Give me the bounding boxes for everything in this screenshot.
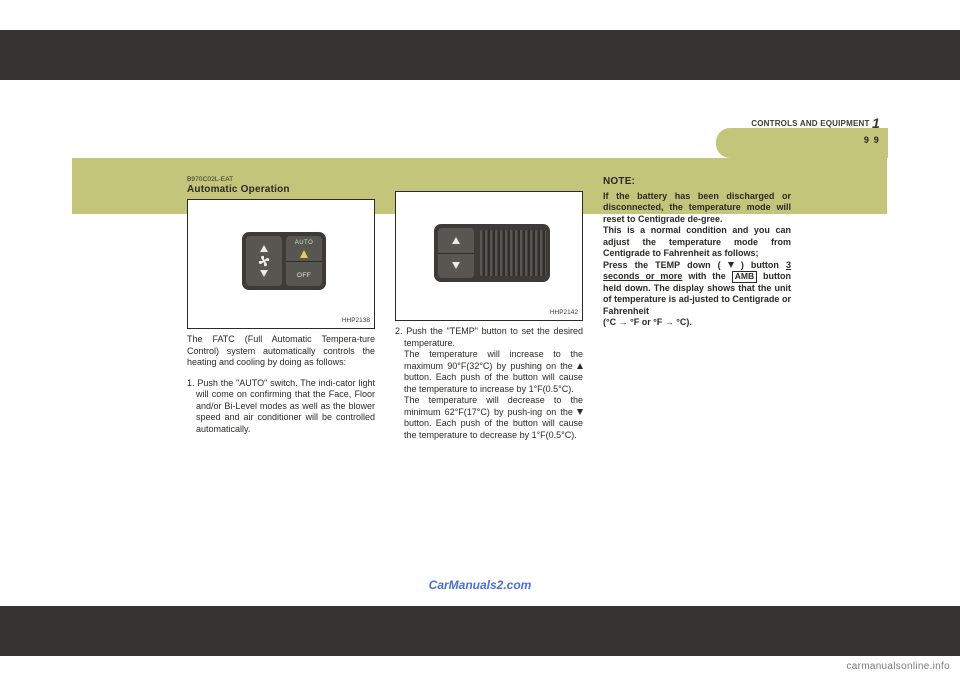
arrow-down-icon bbox=[577, 409, 583, 415]
spacer bbox=[395, 176, 583, 189]
figure-auto-panel: AUTO OFF HHP2138 bbox=[187, 199, 375, 329]
column-3: NOTE: If the battery has been discharged… bbox=[603, 176, 791, 596]
arrow-down-icon bbox=[452, 262, 460, 269]
vent-grille-icon bbox=[480, 230, 546, 276]
temp-rocker bbox=[438, 228, 474, 278]
top-dark-band bbox=[0, 30, 960, 80]
rocker-divider bbox=[438, 253, 474, 254]
note-p3: Press the TEMP down ( ) button 3 seconds… bbox=[603, 260, 791, 318]
climate-panel: AUTO OFF bbox=[242, 232, 326, 290]
reference-code: B970C02L-EAT bbox=[187, 176, 375, 184]
page-number-tab: 9 9 bbox=[716, 128, 888, 158]
step-2-intro: 2. Push the "TEMP" button to set the des… bbox=[395, 326, 583, 349]
arrow-up-icon bbox=[577, 363, 583, 369]
spacer bbox=[187, 369, 375, 378]
note-p3-part4: with the bbox=[682, 271, 731, 281]
auto-label: AUTO bbox=[286, 240, 322, 248]
step-2-increase: The temperature will increase to the max… bbox=[395, 349, 583, 395]
fan-icon bbox=[256, 253, 272, 269]
step-1: 1. Push the "AUTO" switch. The indi-cato… bbox=[187, 378, 375, 436]
manual-page: CONTROLS AND EQUIPMENT 1 9 9 B970C02L-EA… bbox=[72, 80, 888, 604]
column-1: B970C02L-EAT Automatic Operation bbox=[187, 176, 375, 596]
step-2c-part1: The temperature will decrease to the min… bbox=[404, 395, 583, 417]
auto-off-rocker: AUTO OFF bbox=[286, 236, 322, 286]
page-number: 9 9 bbox=[864, 135, 880, 145]
auto-indicator-icon bbox=[300, 250, 308, 258]
step-2b-part2: button. Each push of the button will cau… bbox=[404, 372, 583, 394]
figure-code: HHP2142 bbox=[550, 309, 578, 317]
section-heading: Automatic Operation bbox=[187, 184, 375, 197]
arrow-up-icon bbox=[452, 237, 460, 244]
watermark: CarManuals2.com bbox=[429, 578, 532, 592]
amb-button-label: AMB bbox=[732, 271, 757, 282]
rocker-divider bbox=[286, 261, 322, 262]
figure-code: HHP2138 bbox=[342, 317, 370, 325]
step-2b-part1: The temperature will increase to the max… bbox=[404, 349, 583, 371]
note-p3-part1: Press the TEMP down ( bbox=[603, 260, 728, 270]
note-heading: NOTE: bbox=[603, 176, 791, 189]
temp-panel bbox=[434, 224, 550, 282]
note-p2: This is a normal condition and you can a… bbox=[603, 225, 791, 260]
footer-url: carmanualsonline.info bbox=[846, 661, 950, 672]
step-2-decrease: The temperature will decrease to the min… bbox=[395, 395, 583, 441]
column-2: HHP2142 2. Push the "TEMP" button to set… bbox=[395, 176, 583, 596]
chapter-text: CONTROLS AND EQUIPMENT bbox=[751, 119, 869, 128]
note-p1: If the battery has been discharged or di… bbox=[603, 191, 791, 226]
arrow-down-icon bbox=[260, 270, 268, 277]
arrow-up-icon bbox=[260, 245, 268, 252]
page-header: CONTROLS AND EQUIPMENT 1 9 9 bbox=[72, 80, 888, 170]
figure-temp-panel: HHP2142 bbox=[395, 191, 583, 321]
note-p3-part2: ) button bbox=[734, 260, 786, 270]
content-columns: B970C02L-EAT Automatic Operation bbox=[187, 176, 792, 596]
bottom-dark-band bbox=[0, 606, 960, 656]
fan-rocker bbox=[246, 236, 282, 286]
note-p3-units: (°C → °F or °F → °C). bbox=[603, 317, 791, 329]
off-label: OFF bbox=[286, 272, 322, 280]
intro-text: The FATC (Full Automatic Tempera-ture Co… bbox=[187, 334, 375, 369]
step-2c-part2: button. Each push of the button will cau… bbox=[404, 418, 583, 440]
